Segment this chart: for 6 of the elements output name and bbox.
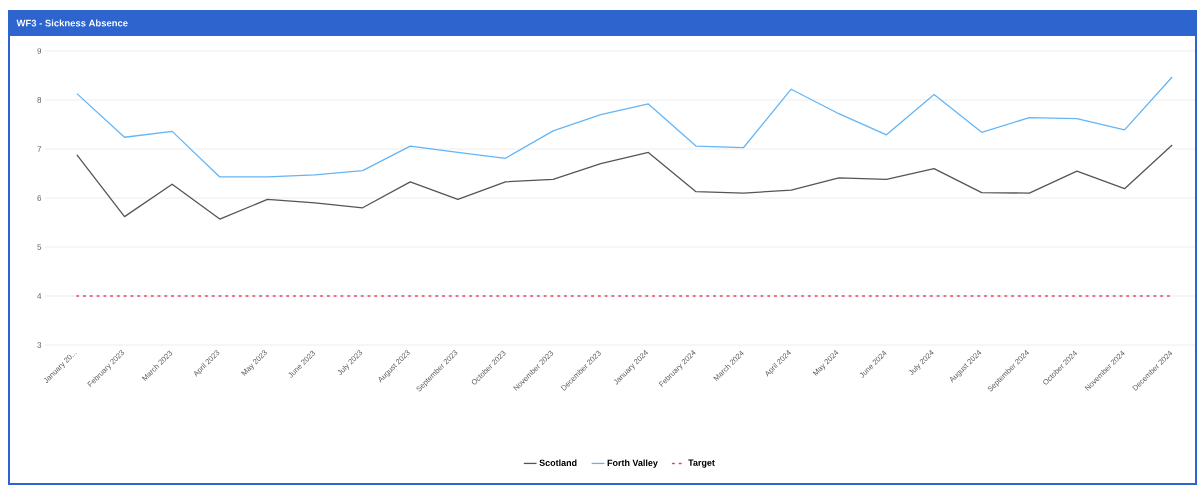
legend-label: Scotland bbox=[539, 459, 577, 467]
legend-label: Forth Valley bbox=[607, 459, 658, 468]
legend-label: Target bbox=[688, 459, 715, 468]
line-series bbox=[76, 144, 1173, 220]
line-series bbox=[76, 76, 1173, 178]
chart-title: WF3 - Sickness Absence bbox=[16, 19, 128, 27]
